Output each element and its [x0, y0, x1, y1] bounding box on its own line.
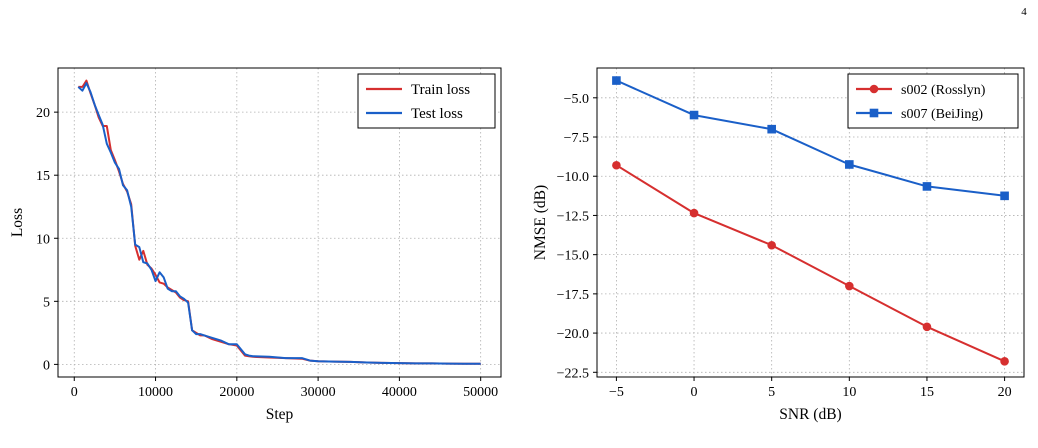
- x-tick-label: 30000: [301, 385, 336, 400]
- data-point: [767, 240, 776, 250]
- nmse-chart: −5 0 5 10 15 20 −5.0 −7.5 −10.0 −12.5 −15.0 −17.5 −2…: [532, 67, 1025, 423]
- x-tick-label: 20000: [219, 385, 254, 400]
- x-tick-label: 20: [998, 385, 1012, 400]
- legend-marker: [869, 108, 879, 118]
- x-tick-label: 15: [920, 385, 934, 400]
- x-axis-label: Step: [266, 406, 294, 423]
- y-axis-label: NMSE (dB): [532, 185, 549, 260]
- y-tick-label: −17.5: [557, 288, 589, 303]
- series-line-2: [77, 82, 481, 365]
- data-point: [612, 160, 621, 170]
- legend-marker: [869, 84, 879, 94]
- x-tick-label: 40000: [382, 385, 417, 400]
- y-tick-label: 20: [36, 106, 50, 121]
- y-tick-label: 0: [43, 358, 50, 373]
- x-tick-label: 50000: [463, 385, 498, 400]
- legend-box: [847, 73, 1019, 129]
- legend-label-1: Train loss: [411, 82, 470, 98]
- data-point: [612, 76, 621, 85]
- data-point: [689, 208, 699, 218]
- y-axis-label: Loss: [9, 208, 26, 237]
- legend-label-2: Test loss: [411, 106, 463, 122]
- y-tick-label: −15.0: [557, 249, 589, 264]
- data-point: [922, 322, 932, 332]
- series-line-2: [615, 79, 1005, 197]
- y-tick-label: −22.5: [557, 366, 589, 381]
- data-point: [1000, 191, 1009, 201]
- page-number: 4: [1021, 6, 1027, 18]
- data-point: [845, 281, 854, 291]
- legend-label-2: s007 (BeiJing): [901, 107, 983, 122]
- series-line-1: [615, 164, 1006, 363]
- legend: s002 (Rosslyn) s007 (BeiJing): [847, 73, 1019, 129]
- legend-box: [357, 73, 496, 129]
- data-point: [767, 124, 776, 134]
- legend: Train loss Test loss: [357, 73, 496, 129]
- data-point: [1000, 357, 1009, 366]
- data-point: [689, 110, 699, 120]
- loss-chart: 0 10000 20000 30000 40000 50000 0 5 10 15 20 Step Lo…: [9, 67, 502, 423]
- y-tick-label: 10: [36, 232, 50, 247]
- y-tick-label: −5.0: [564, 92, 589, 107]
- data-point: [845, 160, 854, 169]
- x-tick-label: 0: [71, 385, 78, 400]
- y-tick-label: 15: [36, 169, 50, 184]
- x-tick-label: 0: [691, 385, 698, 400]
- y-tick-label: −10.0: [557, 170, 589, 185]
- plot-frame: [596, 67, 1025, 378]
- y-tick-label: −12.5: [557, 209, 589, 224]
- x-axis-label: SNR (dB): [779, 406, 841, 423]
- x-tick-label: 10: [842, 385, 856, 400]
- x-tick-label: 10000: [138, 385, 173, 400]
- y-tick-label: −20.0: [557, 327, 589, 342]
- plot-frame: [57, 67, 502, 378]
- y-tick-label: −7.5: [564, 131, 589, 146]
- legend-label-1: s002 (Rosslyn): [901, 83, 986, 98]
- x-tick-label: −5: [609, 385, 624, 400]
- data-point: [922, 182, 932, 191]
- y-tick-label: 5: [43, 295, 50, 310]
- x-tick-label: 5: [768, 385, 775, 400]
